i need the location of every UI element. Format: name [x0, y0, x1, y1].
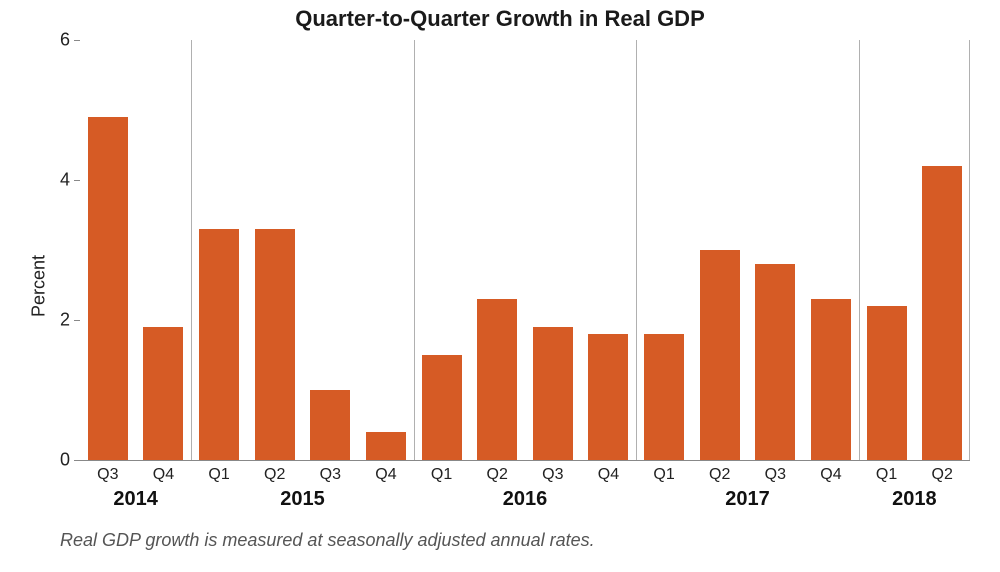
grid-line: [859, 40, 860, 460]
x-tick-year: 2017: [725, 460, 770, 511]
x-tick-quarter: Q4: [820, 460, 841, 484]
bar: [811, 299, 851, 460]
y-axis-label: Percent: [29, 255, 50, 317]
x-tick-year: 2016: [503, 460, 548, 511]
x-tick-year: 2015: [280, 460, 325, 511]
bar: [867, 306, 907, 460]
chart-footnote: Real GDP growth is measured at seasonall…: [60, 530, 595, 551]
grid-line: [414, 40, 415, 460]
y-tick-mark: [74, 180, 80, 181]
x-tick-quarter: Q4: [598, 460, 619, 484]
grid-line: [969, 40, 970, 460]
bar: [588, 334, 628, 460]
y-tick-mark: [74, 40, 80, 41]
bar: [422, 355, 462, 460]
x-tick-quarter: Q1: [208, 460, 229, 484]
bar: [922, 166, 962, 460]
bar: [700, 250, 740, 460]
bar: [755, 264, 795, 460]
bar: [143, 327, 183, 460]
x-tick-quarter: Q1: [653, 460, 674, 484]
bar: [644, 334, 684, 460]
bar: [199, 229, 239, 460]
bar: [255, 229, 295, 460]
bar: [477, 299, 517, 460]
gdp-chart: Quarter-to-Quarter Growth in Real GDP Pe…: [0, 0, 1000, 572]
bar: [533, 327, 573, 460]
x-tick-quarter: Q4: [375, 460, 396, 484]
y-tick-mark: [74, 320, 80, 321]
plot-area: 0246Q3Q4Q1Q2Q3Q4Q1Q2Q3Q4Q1Q2Q3Q4Q1Q22014…: [80, 40, 970, 461]
grid-line: [636, 40, 637, 460]
x-tick-year: 2018: [892, 460, 937, 511]
bar: [310, 390, 350, 460]
grid-line: [191, 40, 192, 460]
bar: [88, 117, 128, 460]
bar: [366, 432, 406, 460]
x-tick-year: 2014: [113, 460, 158, 511]
chart-title: Quarter-to-Quarter Growth in Real GDP: [0, 6, 1000, 32]
y-tick-mark: [74, 460, 80, 461]
x-tick-quarter: Q1: [431, 460, 452, 484]
